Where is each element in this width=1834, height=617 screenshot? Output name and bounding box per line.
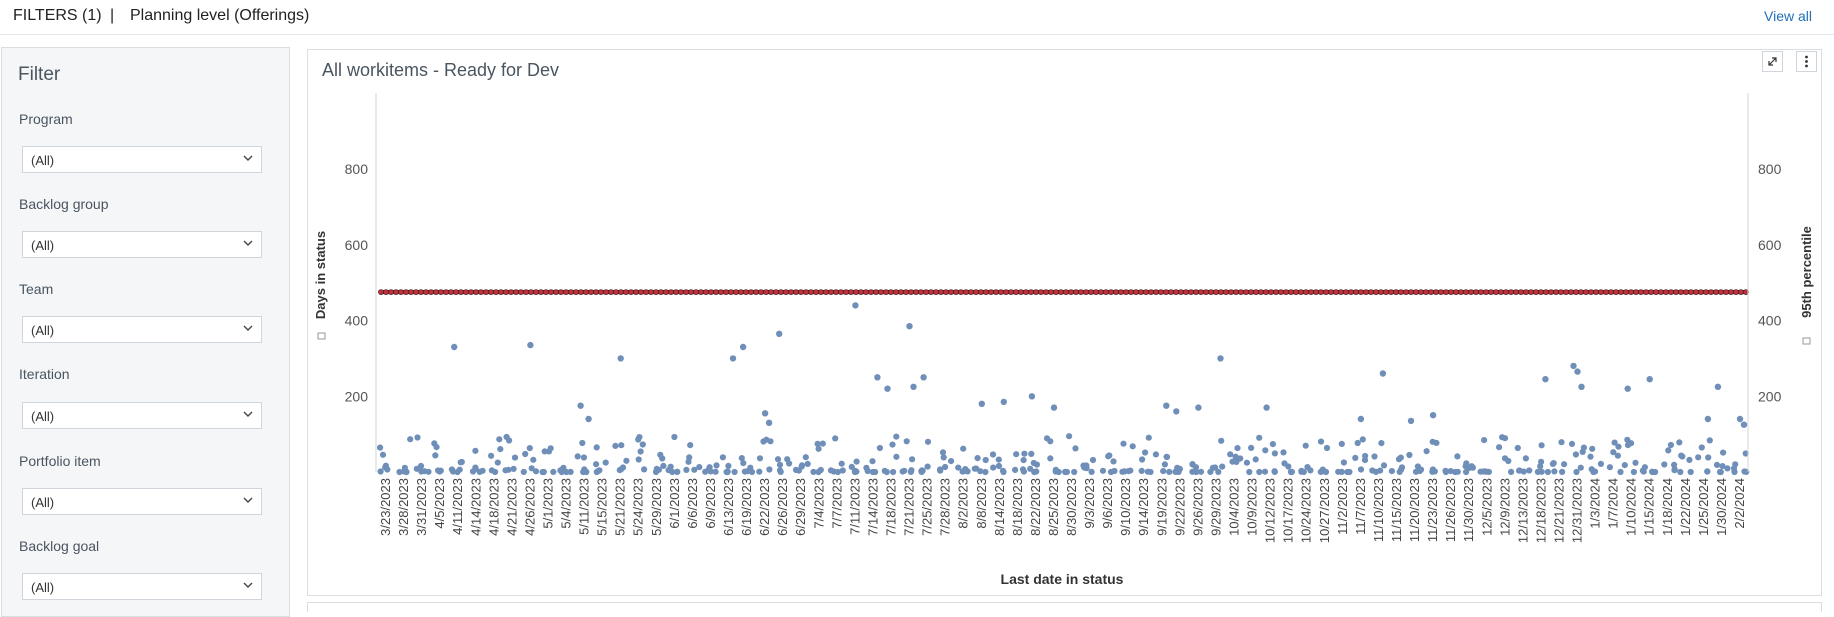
iteration-value: (All) <box>31 409 55 424</box>
filter-title: Filter <box>18 64 61 85</box>
team-value: (All) <box>31 323 55 338</box>
iteration-label: Iteration <box>19 366 70 382</box>
backlog-goal-label: Backlog goal <box>19 538 100 554</box>
program-label: Program <box>19 111 73 127</box>
iteration-select[interactable]: (All) <box>22 402 262 429</box>
chevron-down-icon <box>243 582 253 588</box>
program-select[interactable]: (All) <box>22 146 262 173</box>
more-vertical-icon <box>1805 55 1808 68</box>
program-value: (All) <box>31 153 55 168</box>
view-all-link[interactable]: View all <box>1764 8 1812 24</box>
team-label: Team <box>19 281 54 297</box>
chevron-down-icon <box>243 240 253 246</box>
backlog-goal-value: (All) <box>31 580 55 595</box>
header-separator: | <box>110 7 115 24</box>
chart-panel <box>307 49 1822 596</box>
filters-bar: FILTERS (1) | Planning level (Offerings)… <box>0 0 1834 35</box>
portfolio-item-label: Portfolio item <box>19 453 101 469</box>
backlog-group-value: (All) <box>31 238 55 253</box>
chevron-down-icon <box>243 155 253 161</box>
next-panel-edge <box>307 602 1822 612</box>
team-select[interactable]: (All) <box>22 316 262 343</box>
more-options-button[interactable] <box>1796 51 1817 72</box>
chevron-down-icon <box>243 325 253 331</box>
portfolio-item-select[interactable]: (All) <box>22 488 262 515</box>
backlog-group-select[interactable]: (All) <box>22 231 262 258</box>
chart-title: All workitems - Ready for Dev <box>322 60 560 80</box>
chevron-down-icon <box>243 497 253 503</box>
planning-level-filter[interactable]: Planning level (Offerings) <box>130 7 310 24</box>
chevron-down-icon <box>243 411 253 417</box>
filters-toggle[interactable]: FILTERS (1) <box>13 7 102 24</box>
filter-sidebar: Filter Program (All) Backlog group (All)… <box>1 47 290 617</box>
backlog-goal-select[interactable]: (All) <box>22 573 262 600</box>
backlog-group-label: Backlog group <box>19 196 109 212</box>
portfolio-item-value: (All) <box>31 495 55 510</box>
expand-button[interactable] <box>1762 51 1783 72</box>
expand-icon <box>1768 57 1777 66</box>
